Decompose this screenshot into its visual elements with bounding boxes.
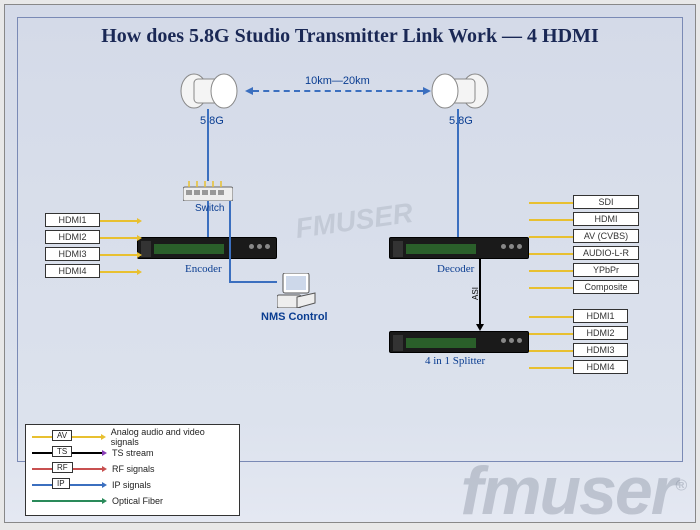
splitter-output-line xyxy=(529,367,573,369)
splitter-device-icon xyxy=(389,331,529,353)
decoder-output-line xyxy=(529,287,573,289)
splitter-output-line xyxy=(529,333,573,335)
legend-line-icon: RF xyxy=(32,468,102,470)
rx-freq-label: 5.8G xyxy=(449,115,473,127)
distance-label: 10km—20km xyxy=(305,75,370,87)
pc-icon xyxy=(277,273,317,308)
legend-text: TS stream xyxy=(112,448,154,458)
switch-icon xyxy=(183,181,233,201)
legend-tag: IP xyxy=(52,478,70,489)
legend-line-icon: TS xyxy=(32,452,102,454)
legend-line-icon: AV xyxy=(32,436,101,438)
legend-row: TS TS stream xyxy=(32,445,233,461)
tx-ip-line-1 xyxy=(207,109,209,181)
legend-text: Analog audio and video signals xyxy=(111,427,233,447)
diagram-frame: How does 5.8G Studio Transmitter Link Wo… xyxy=(4,4,696,523)
rx-ip-line xyxy=(457,109,459,237)
diagram-title: How does 5.8G Studio Transmitter Link Wo… xyxy=(5,25,695,48)
tx-input-box: HDMI3 xyxy=(45,247,100,261)
splitter-output-line xyxy=(529,316,573,318)
splitter-label: 4 in 1 Splitter xyxy=(425,355,485,367)
asi-label: ASI xyxy=(471,287,480,300)
decoder-output-line xyxy=(529,270,573,272)
tx-antenna-icon xyxy=(180,73,240,109)
tx-freq-label: 5.8G xyxy=(200,115,224,127)
rx-antenna-icon xyxy=(429,73,489,109)
legend-text: RF signals xyxy=(112,464,155,474)
dist-arrow-left-icon xyxy=(245,87,253,95)
distance-line xyxy=(253,90,423,92)
tx-input-line xyxy=(100,271,137,273)
tx-input-box: HDMI4 xyxy=(45,264,100,278)
legend-tag: RF xyxy=(52,462,73,473)
decoder-output-line xyxy=(529,202,573,204)
watermark-big: fmuser® xyxy=(460,452,685,530)
legend-tag: TS xyxy=(52,446,72,457)
tx-input-box: HDMI1 xyxy=(45,213,100,227)
splitter-output-box: HDMI2 xyxy=(573,326,628,340)
decoder-output-box: SDI xyxy=(573,195,639,209)
pc-label: NMS Control xyxy=(261,311,328,323)
legend-text: IP signals xyxy=(112,480,151,490)
splitter-output-box: HDMI1 xyxy=(573,309,628,323)
splitter-output-box: HDMI3 xyxy=(573,343,628,357)
legend-row: AV Analog audio and video signals xyxy=(32,429,233,445)
legend-box: AV Analog audio and video signals TS TS str… xyxy=(25,424,240,516)
splitter-output-line xyxy=(529,350,573,352)
tx-input-line xyxy=(100,220,137,222)
legend-line-icon: IP xyxy=(32,484,102,486)
asi-arrow-icon xyxy=(476,324,484,331)
legend-tag: AV xyxy=(52,430,72,441)
encoder-label: Encoder xyxy=(185,263,222,275)
decoder-output-box: AUDIO-L-R xyxy=(573,246,639,260)
decoder-output-line xyxy=(529,219,573,221)
decoder-label: Decoder xyxy=(437,263,474,275)
decoder-output-line xyxy=(529,253,573,255)
tx-input-line xyxy=(100,237,137,239)
tx-input-line xyxy=(100,254,137,256)
legend-row: RF RF signals xyxy=(32,461,233,477)
tx-input-box: HDMI2 xyxy=(45,230,100,244)
decoder-output-box: HDMI xyxy=(573,212,639,226)
switch-label: Switch xyxy=(195,203,224,214)
encoder-device-icon xyxy=(137,237,277,259)
switch-pc-vline xyxy=(229,201,231,281)
switch-pc-hline xyxy=(229,281,277,283)
legend-line-icon xyxy=(32,500,102,502)
legend-text: Optical Fiber xyxy=(112,496,163,506)
decoder-output-box: YPbPr xyxy=(573,263,639,277)
legend-row: IP IP signals xyxy=(32,477,233,493)
decoder-output-box: AV (CVBS) xyxy=(573,229,639,243)
dist-arrow-right-icon xyxy=(423,87,431,95)
decoder-device-icon xyxy=(389,237,529,259)
decoder-output-line xyxy=(529,236,573,238)
decoder-output-box: Composite xyxy=(573,280,639,294)
legend-row: Optical Fiber xyxy=(32,493,233,509)
splitter-output-box: HDMI4 xyxy=(573,360,628,374)
